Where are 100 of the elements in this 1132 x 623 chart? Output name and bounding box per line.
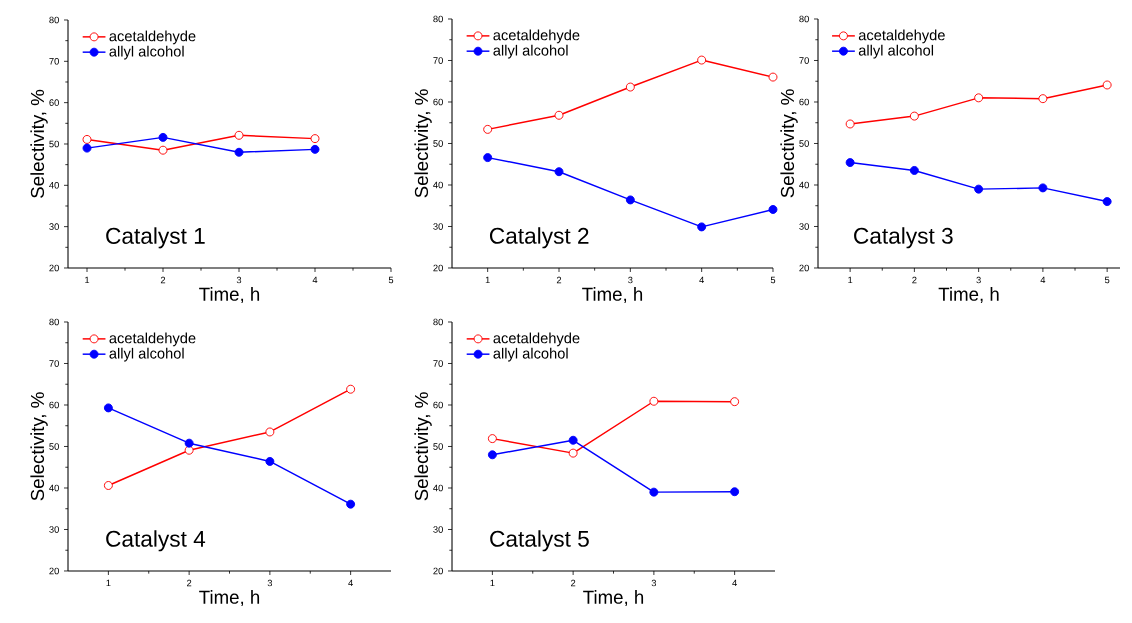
y-tick-label: 80 bbox=[49, 16, 59, 24]
x-tick-label: 3 bbox=[236, 276, 242, 284]
y-tick-label: 20 bbox=[49, 567, 59, 575]
legend-label: acetaldehyde bbox=[493, 29, 580, 44]
x-tick-label: 3 bbox=[628, 276, 633, 284]
point bbox=[1038, 183, 1048, 193]
y-tick-label: 50 bbox=[799, 140, 809, 147]
x-tick-label: 2 bbox=[160, 276, 166, 284]
y-tick-label: 50 bbox=[49, 140, 59, 148]
point bbox=[974, 184, 984, 194]
point bbox=[310, 134, 320, 144]
point bbox=[184, 438, 194, 448]
point bbox=[568, 435, 578, 445]
legend-label: acetaldehyde bbox=[858, 29, 945, 44]
y-tick-label: 20 bbox=[799, 264, 809, 272]
point bbox=[483, 153, 493, 163]
y-tick-label: 30 bbox=[49, 223, 59, 230]
point bbox=[649, 487, 659, 497]
y-tick-label: 20 bbox=[433, 567, 443, 575]
y-axis-title: Selectivity, % bbox=[30, 392, 48, 501]
point bbox=[265, 456, 275, 466]
legend-label: allyl alcohol bbox=[109, 347, 184, 362]
point bbox=[768, 72, 778, 82]
x-tick-label: 3 bbox=[651, 579, 657, 587]
legend-label: acetaldehyde bbox=[109, 332, 196, 347]
y-tick-label: 40 bbox=[49, 182, 59, 189]
x-tick-label: 2 bbox=[187, 579, 192, 587]
annotation: Catalyst 2 bbox=[489, 227, 589, 249]
y-tick-label: 60 bbox=[49, 401, 59, 409]
y-tick-label: 70 bbox=[433, 57, 443, 64]
point bbox=[974, 93, 984, 103]
y-tick-label: 20 bbox=[49, 264, 59, 272]
y-tick-label: 30 bbox=[49, 526, 59, 533]
point bbox=[82, 143, 92, 153]
y-tick-label: 30 bbox=[799, 223, 809, 230]
point bbox=[1102, 197, 1112, 207]
y-tick-label: 60 bbox=[433, 401, 443, 409]
x-tick-label: 5 bbox=[1104, 276, 1110, 284]
y-axis-title: Selectivity, % bbox=[30, 89, 48, 198]
point bbox=[554, 110, 564, 120]
x-tick-label: 1 bbox=[85, 276, 90, 284]
x-axis-title: Time, h bbox=[582, 287, 643, 304]
x-tick-label: 5 bbox=[770, 276, 776, 284]
x-tick-label: 4 bbox=[1040, 276, 1046, 284]
y-tick-label: 80 bbox=[433, 15, 443, 23]
point bbox=[234, 130, 244, 140]
point bbox=[568, 448, 578, 458]
y-tick-label: 40 bbox=[49, 484, 59, 492]
y-tick-label: 40 bbox=[433, 484, 443, 492]
point bbox=[649, 396, 659, 406]
x-tick-label: 2 bbox=[571, 579, 576, 587]
y-tick-label: 30 bbox=[433, 526, 443, 533]
x-tick-label: 1 bbox=[490, 579, 495, 587]
x-tick-label: 4 bbox=[699, 276, 704, 284]
point bbox=[730, 397, 740, 407]
annotation: Catalyst 5 bbox=[490, 530, 589, 552]
annotation: Catalyst 1 bbox=[106, 227, 205, 249]
x-tick-label: 1 bbox=[485, 276, 490, 284]
y-tick-label: 40 bbox=[799, 181, 809, 189]
y-tick-label: 20 bbox=[433, 264, 443, 272]
y-tick-label: 70 bbox=[799, 57, 809, 64]
x-tick-label: 1 bbox=[106, 579, 111, 587]
point bbox=[158, 145, 168, 155]
point bbox=[483, 124, 493, 134]
point bbox=[265, 427, 275, 437]
x-axis-title: Time, h bbox=[938, 287, 999, 304]
point bbox=[346, 384, 356, 394]
legend-label: allyl alcohol bbox=[858, 44, 934, 59]
y-tick-label: 50 bbox=[433, 140, 443, 147]
x-axis-title: Time, h bbox=[199, 590, 260, 607]
point bbox=[845, 158, 855, 168]
point bbox=[1102, 80, 1112, 90]
legend-label: allyl alcohol bbox=[493, 44, 568, 59]
point bbox=[487, 450, 497, 460]
point bbox=[554, 167, 564, 177]
point bbox=[1038, 94, 1048, 104]
x-tick-label: 1 bbox=[848, 276, 853, 284]
y-tick-label: 80 bbox=[799, 15, 809, 23]
point bbox=[158, 132, 168, 142]
point bbox=[697, 222, 707, 232]
y-tick-label: 30 bbox=[433, 223, 443, 230]
y-axis-title: Selectivity, % bbox=[414, 392, 432, 501]
y-tick-label: 80 bbox=[433, 318, 443, 326]
legend-label: allyl alcohol bbox=[109, 45, 184, 60]
point bbox=[697, 55, 707, 65]
legend-label: acetaldehyde bbox=[109, 30, 196, 45]
y-tick-label: 70 bbox=[49, 360, 59, 367]
point bbox=[625, 195, 635, 205]
point bbox=[909, 165, 919, 175]
x-tick-label: 4 bbox=[348, 579, 353, 587]
annotation: Catalyst 3 bbox=[854, 227, 953, 249]
y-tick-label: 50 bbox=[433, 443, 443, 450]
x-tick-label: 2 bbox=[556, 276, 562, 284]
y-tick-label: 40 bbox=[433, 181, 443, 189]
x-tick-label: 2 bbox=[912, 276, 917, 284]
x-tick-label: 3 bbox=[976, 276, 981, 284]
point bbox=[346, 499, 356, 509]
legend-label: allyl alcohol bbox=[493, 347, 568, 362]
y-tick-label: 60 bbox=[799, 98, 809, 106]
point bbox=[730, 487, 740, 497]
